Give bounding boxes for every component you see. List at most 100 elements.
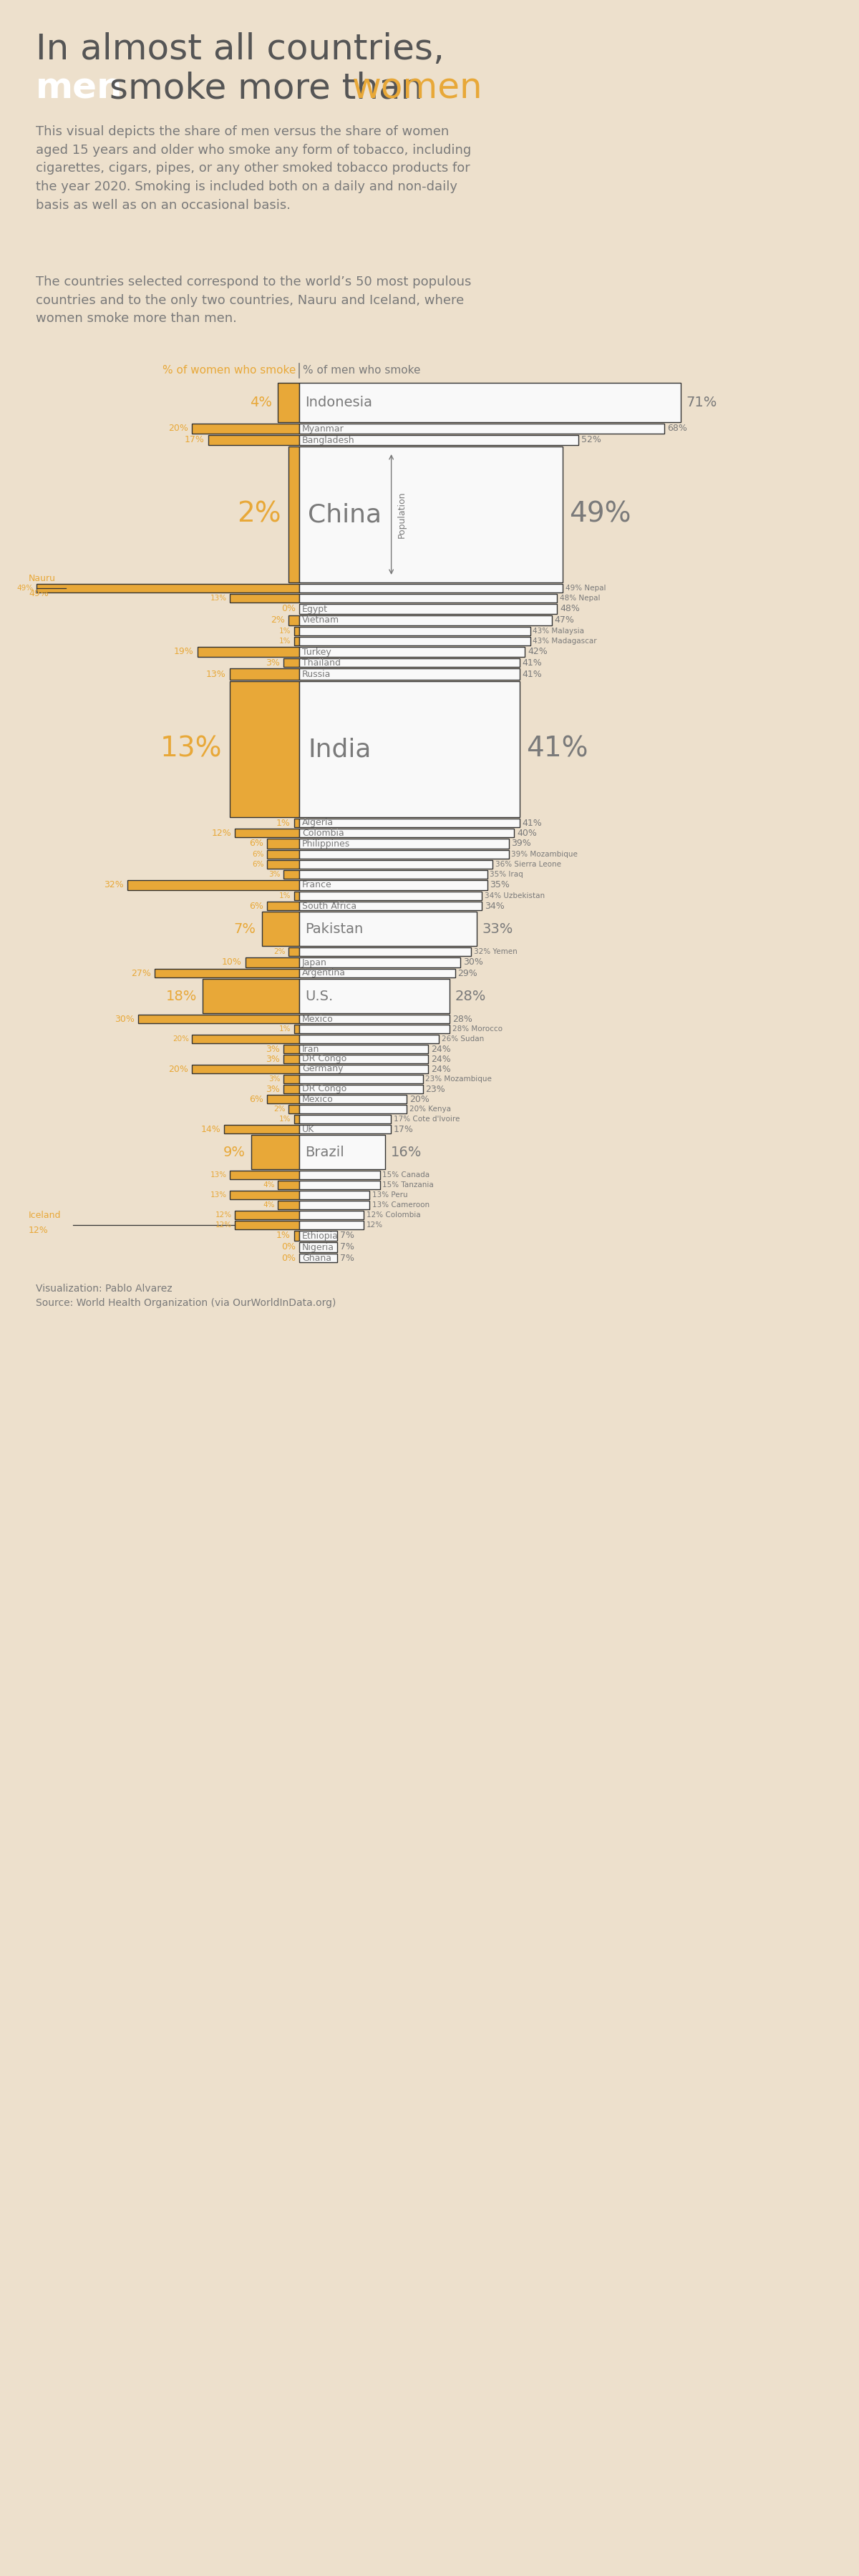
Text: Philippines: Philippines xyxy=(302,840,350,848)
Bar xyxy=(289,616,299,626)
Text: 0%: 0% xyxy=(282,605,295,613)
Bar xyxy=(36,585,299,592)
Text: 29%: 29% xyxy=(458,969,478,979)
Text: 27%: 27% xyxy=(131,969,150,979)
Text: 6%: 6% xyxy=(253,860,265,868)
Text: 6%: 6% xyxy=(249,902,264,909)
Text: 71%: 71% xyxy=(686,397,717,410)
Bar xyxy=(299,1095,406,1103)
Text: Visualization: Pablo Alvarez
Source: World Health Organization (via OurWorldInDa: Visualization: Pablo Alvarez Source: Wor… xyxy=(36,1283,336,1309)
Bar xyxy=(299,969,455,976)
Text: 26% Sudan: 26% Sudan xyxy=(442,1036,484,1043)
Text: men: men xyxy=(36,72,123,106)
Bar xyxy=(299,1170,380,1180)
Text: 2%: 2% xyxy=(274,1105,285,1113)
Bar xyxy=(299,958,460,969)
Text: 23%: 23% xyxy=(425,1084,446,1095)
Text: 49%: 49% xyxy=(570,500,631,528)
Text: 9%: 9% xyxy=(223,1146,245,1159)
Bar xyxy=(267,850,299,858)
Text: 2%: 2% xyxy=(237,500,282,528)
Bar xyxy=(299,979,449,1012)
Text: 16%: 16% xyxy=(391,1146,422,1159)
Bar xyxy=(299,422,664,433)
Bar xyxy=(235,1211,299,1218)
Text: DR Congo: DR Congo xyxy=(302,1054,347,1064)
Bar xyxy=(299,1074,423,1084)
Text: 3%: 3% xyxy=(268,871,280,878)
Text: 48% Nepal: 48% Nepal xyxy=(560,595,600,603)
Text: 24%: 24% xyxy=(431,1043,451,1054)
Text: 13%: 13% xyxy=(210,595,227,603)
Bar xyxy=(299,1221,363,1229)
Bar xyxy=(299,603,557,613)
Bar xyxy=(299,1025,449,1033)
Text: 3%: 3% xyxy=(265,1054,279,1064)
Text: 15% Tanzania: 15% Tanzania xyxy=(382,1182,434,1188)
Bar xyxy=(277,1200,299,1208)
Text: 32%: 32% xyxy=(104,881,124,889)
Text: 20%: 20% xyxy=(173,1036,189,1043)
Bar xyxy=(299,819,520,827)
Text: 3%: 3% xyxy=(265,657,279,667)
Text: 41%: 41% xyxy=(527,737,588,762)
Bar xyxy=(299,1084,423,1092)
Text: 24%: 24% xyxy=(431,1054,451,1064)
Bar xyxy=(294,1025,299,1033)
Bar xyxy=(299,1105,406,1113)
Bar xyxy=(299,1200,369,1208)
Text: Indonesia: Indonesia xyxy=(305,397,372,410)
Text: 24%: 24% xyxy=(431,1064,451,1074)
Bar xyxy=(283,871,299,878)
Text: 48%: 48% xyxy=(560,605,580,613)
Text: 1%: 1% xyxy=(276,819,290,827)
Text: 12%: 12% xyxy=(367,1221,383,1229)
Text: 6%: 6% xyxy=(253,850,265,858)
Text: Thailand: Thailand xyxy=(302,657,341,667)
Text: This visual depicts the share of men versus the share of women
aged 15 years and: This visual depicts the share of men ver… xyxy=(36,126,472,211)
Text: 32% Yemen: 32% Yemen xyxy=(474,948,517,956)
Text: 15% Canada: 15% Canada xyxy=(382,1172,430,1180)
Bar xyxy=(283,1046,299,1054)
Text: 43% Malaysia: 43% Malaysia xyxy=(533,629,584,634)
Text: % of men who smoke: % of men who smoke xyxy=(303,366,421,376)
Text: % of women who smoke: % of women who smoke xyxy=(162,366,295,376)
Text: Vietnam: Vietnam xyxy=(302,616,339,626)
Text: 23% Mozambique: 23% Mozambique xyxy=(425,1077,492,1082)
Bar xyxy=(299,1231,337,1242)
Text: 20% Kenya: 20% Kenya xyxy=(410,1105,451,1113)
Bar xyxy=(251,1136,299,1170)
Text: Algeria: Algeria xyxy=(302,819,333,827)
Bar xyxy=(299,384,680,422)
Bar xyxy=(198,647,299,657)
Text: 18%: 18% xyxy=(166,989,197,1002)
Bar xyxy=(299,446,563,582)
Text: DR Congo: DR Congo xyxy=(302,1084,347,1095)
Bar xyxy=(229,595,299,603)
Bar xyxy=(299,595,557,603)
Bar xyxy=(299,1054,428,1064)
Bar xyxy=(294,891,299,899)
Text: 28% Morocco: 28% Morocco xyxy=(453,1025,503,1033)
Text: 41%: 41% xyxy=(522,819,542,827)
Text: Iceland: Iceland xyxy=(28,1211,61,1221)
Bar xyxy=(138,1015,299,1023)
Bar xyxy=(299,1211,363,1218)
Bar xyxy=(299,1190,369,1200)
Text: 20%: 20% xyxy=(168,1064,188,1074)
Text: 1%: 1% xyxy=(279,891,291,899)
Bar xyxy=(203,979,299,1012)
Text: women: women xyxy=(352,72,483,106)
Text: Argentina: Argentina xyxy=(302,969,345,979)
Text: India: India xyxy=(308,737,371,762)
Text: 3%: 3% xyxy=(265,1084,279,1095)
Bar xyxy=(283,1074,299,1084)
Bar xyxy=(294,636,299,647)
Bar xyxy=(246,958,299,969)
Text: Mexico: Mexico xyxy=(302,1015,333,1023)
Bar xyxy=(294,626,299,636)
Bar xyxy=(299,829,514,837)
Text: UK: UK xyxy=(302,1126,314,1133)
Bar xyxy=(267,902,299,909)
Text: France: France xyxy=(302,881,332,889)
